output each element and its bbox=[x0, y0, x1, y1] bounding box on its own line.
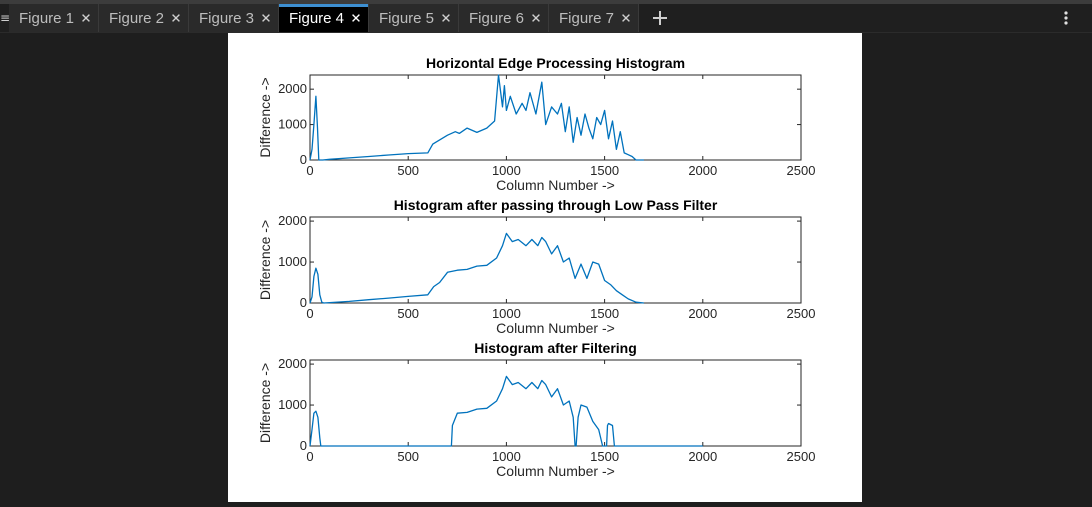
figure-canvas: Horizontal Edge Processing Histogram 0 500… bbox=[228, 33, 862, 502]
x-tick-label: 1000 bbox=[492, 449, 521, 464]
y-tick-label: 2000 bbox=[278, 356, 307, 371]
x-tick-label: 2000 bbox=[688, 306, 717, 321]
x-tick-label: 1500 bbox=[590, 306, 619, 321]
tab-figure-2[interactable]: Figure 2 bbox=[99, 4, 189, 32]
series-line bbox=[309, 232, 644, 304]
window-top-strip bbox=[0, 0, 1092, 4]
series-line bbox=[309, 74, 644, 161]
close-icon[interactable] bbox=[620, 11, 632, 25]
close-icon[interactable] bbox=[80, 11, 92, 25]
series-line bbox=[309, 375, 703, 447]
x-tick-label: 1000 bbox=[492, 306, 521, 321]
y-axis-label: Difference -> bbox=[257, 77, 273, 157]
x-tick-label: 1000 bbox=[492, 163, 521, 178]
tab-label: Figure 3 bbox=[199, 9, 255, 27]
x-tick-label: 2000 bbox=[688, 163, 717, 178]
x-axis-label: Column Number -> bbox=[496, 177, 615, 193]
close-icon[interactable] bbox=[170, 11, 182, 25]
x-tick-label: 0 bbox=[306, 449, 313, 464]
chart-title: Histogram after passing through Low Pass… bbox=[394, 197, 718, 213]
x-tick-label: 2500 bbox=[787, 163, 816, 178]
x-tick-label: 1500 bbox=[590, 163, 619, 178]
figure-plots: Horizontal Edge Processing Histogram 0 500… bbox=[257, 55, 816, 479]
menu-handle-icon[interactable]: ≡ bbox=[0, 11, 11, 25]
tab-figure-5[interactable]: Figure 5 bbox=[369, 4, 459, 32]
y-tick-label: 0 bbox=[300, 295, 307, 310]
y-tick-label: 0 bbox=[300, 152, 307, 167]
chart-title: Horizontal Edge Processing Histogram bbox=[426, 55, 685, 71]
y-tick-label: 1000 bbox=[278, 254, 307, 269]
y-tick-label: 2000 bbox=[278, 213, 307, 228]
plot-axes-box bbox=[309, 216, 802, 304]
y-axis-label: Difference -> bbox=[257, 220, 273, 300]
y-tick-label: 2000 bbox=[278, 81, 307, 96]
tab-figure-1[interactable]: Figure 1 bbox=[9, 4, 99, 32]
plus-icon[interactable] bbox=[650, 6, 670, 30]
tab-figure-3[interactable]: Figure 3 bbox=[189, 4, 279, 32]
x-tick-label: 0 bbox=[306, 306, 313, 321]
x-tick-label: 2000 bbox=[688, 449, 717, 464]
chart-title: Histogram after Filtering bbox=[474, 340, 637, 356]
tab-label: Figure 5 bbox=[379, 9, 435, 27]
tab-figure-6[interactable]: Figure 6 bbox=[459, 4, 549, 32]
x-axis-label: Column Number -> bbox=[496, 463, 615, 479]
tab-label: Figure 7 bbox=[559, 9, 615, 27]
plot-axes-box bbox=[309, 359, 802, 447]
more-vertical-icon[interactable] bbox=[1058, 8, 1074, 28]
figure-tab-bar: ≡ Figure 1 Figure 2 Figure 3 Figure 4 Figure… bbox=[0, 4, 1092, 33]
y-tick-label: 1000 bbox=[278, 397, 307, 412]
x-tick-label: 500 bbox=[397, 449, 419, 464]
y-tick-label: 0 bbox=[300, 438, 307, 453]
x-tick-label: 500 bbox=[397, 163, 419, 178]
x-tick-label: 0 bbox=[306, 163, 313, 178]
y-axis-label: Difference -> bbox=[257, 363, 273, 443]
tab-list: Figure 1 Figure 2 Figure 3 Figure 4 Figure 5… bbox=[9, 4, 639, 32]
x-axis-label: Column Number -> bbox=[496, 320, 615, 336]
tab-label: Figure 1 bbox=[19, 9, 75, 27]
close-icon[interactable] bbox=[260, 11, 272, 25]
plot-axes-box bbox=[309, 74, 802, 161]
tab-figure-7[interactable]: Figure 7 bbox=[549, 4, 639, 32]
tab-label: Figure 2 bbox=[109, 9, 165, 27]
x-tick-label: 2500 bbox=[787, 449, 816, 464]
tab-label: Figure 4 bbox=[289, 9, 345, 27]
tab-label: Figure 6 bbox=[469, 9, 525, 27]
close-icon[interactable] bbox=[440, 11, 452, 25]
x-tick-label: 2500 bbox=[787, 306, 816, 321]
y-tick-label: 1000 bbox=[278, 117, 307, 132]
close-icon[interactable] bbox=[350, 11, 362, 25]
x-tick-label: 1500 bbox=[590, 449, 619, 464]
tab-figure-4[interactable]: Figure 4 bbox=[279, 4, 369, 32]
close-icon[interactable] bbox=[530, 11, 542, 25]
x-tick-label: 500 bbox=[397, 306, 419, 321]
